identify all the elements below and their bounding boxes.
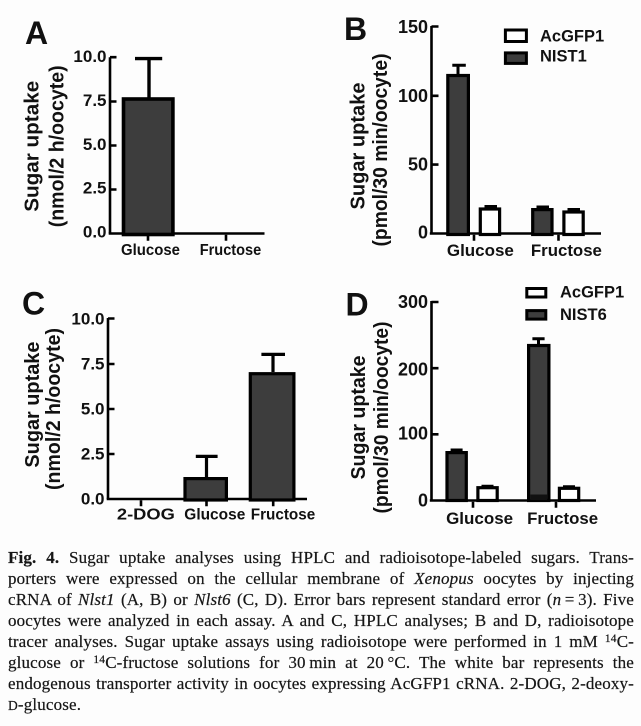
svg-text:(nmol/2 h/oocyte): (nmol/2 h/oocyte) (42, 328, 65, 490)
svg-text:(pmol/30 min/oocyte): (pmol/30 min/oocyte) (369, 54, 392, 247)
svg-text:Fructose: Fructose (200, 242, 262, 259)
svg-text:AcGFP1: AcGFP1 (560, 283, 624, 301)
svg-text:7.5: 7.5 (83, 91, 107, 110)
svg-text:(pmol/30 min/oocyte): (pmol/30 min/oocyte) (370, 322, 393, 514)
svg-text:Glucose: Glucose (446, 509, 513, 528)
svg-text:Glucose: Glucose (447, 241, 514, 260)
svg-text:AcGFP1: AcGFP1 (540, 27, 604, 45)
svg-text:(nmol/2 h/oocyte): (nmol/2 h/oocyte) (46, 65, 69, 227)
svg-text:Sugar uptake: Sugar uptake (21, 81, 44, 212)
svg-text:2.5: 2.5 (81, 445, 105, 464)
svg-text:D: D (346, 287, 369, 323)
svg-text:150: 150 (398, 17, 428, 37)
svg-text:C: C (22, 286, 45, 322)
svg-text:300: 300 (398, 292, 428, 312)
svg-text:10.0: 10.0 (71, 310, 104, 329)
svg-text:2-DOG: 2-DOG (117, 507, 175, 524)
svg-text:0.0: 0.0 (83, 223, 107, 242)
svg-text:200: 200 (398, 360, 428, 380)
svg-text:50: 50 (408, 155, 428, 175)
svg-text:Fructose: Fructose (251, 507, 316, 524)
svg-text:100: 100 (398, 86, 428, 106)
svg-text:10.0: 10.0 (73, 47, 106, 66)
svg-text:Fructose: Fructose (527, 509, 598, 528)
svg-text:2.5: 2.5 (83, 179, 107, 198)
svg-text:Glucose: Glucose (184, 507, 245, 524)
svg-text:7.5: 7.5 (81, 355, 105, 374)
svg-text:0: 0 (418, 491, 428, 511)
svg-text:5.0: 5.0 (83, 135, 107, 154)
svg-text:B: B (344, 11, 367, 47)
svg-text:A: A (25, 15, 48, 51)
svg-text:NIST6: NIST6 (560, 306, 607, 324)
svg-text:0.0: 0.0 (81, 490, 105, 509)
svg-text:Sugar uptake: Sugar uptake (21, 342, 44, 468)
svg-text:Sugar uptake: Sugar uptake (347, 83, 370, 210)
svg-text:NIST1: NIST1 (540, 48, 587, 66)
svg-text:0: 0 (418, 223, 428, 243)
svg-text:100: 100 (398, 424, 428, 444)
svg-text:Fructose: Fructose (531, 241, 602, 260)
svg-text:Sugar uptake: Sugar uptake (347, 356, 370, 480)
svg-text:Glucose: Glucose (121, 242, 180, 259)
svg-text:5.0: 5.0 (81, 400, 105, 419)
